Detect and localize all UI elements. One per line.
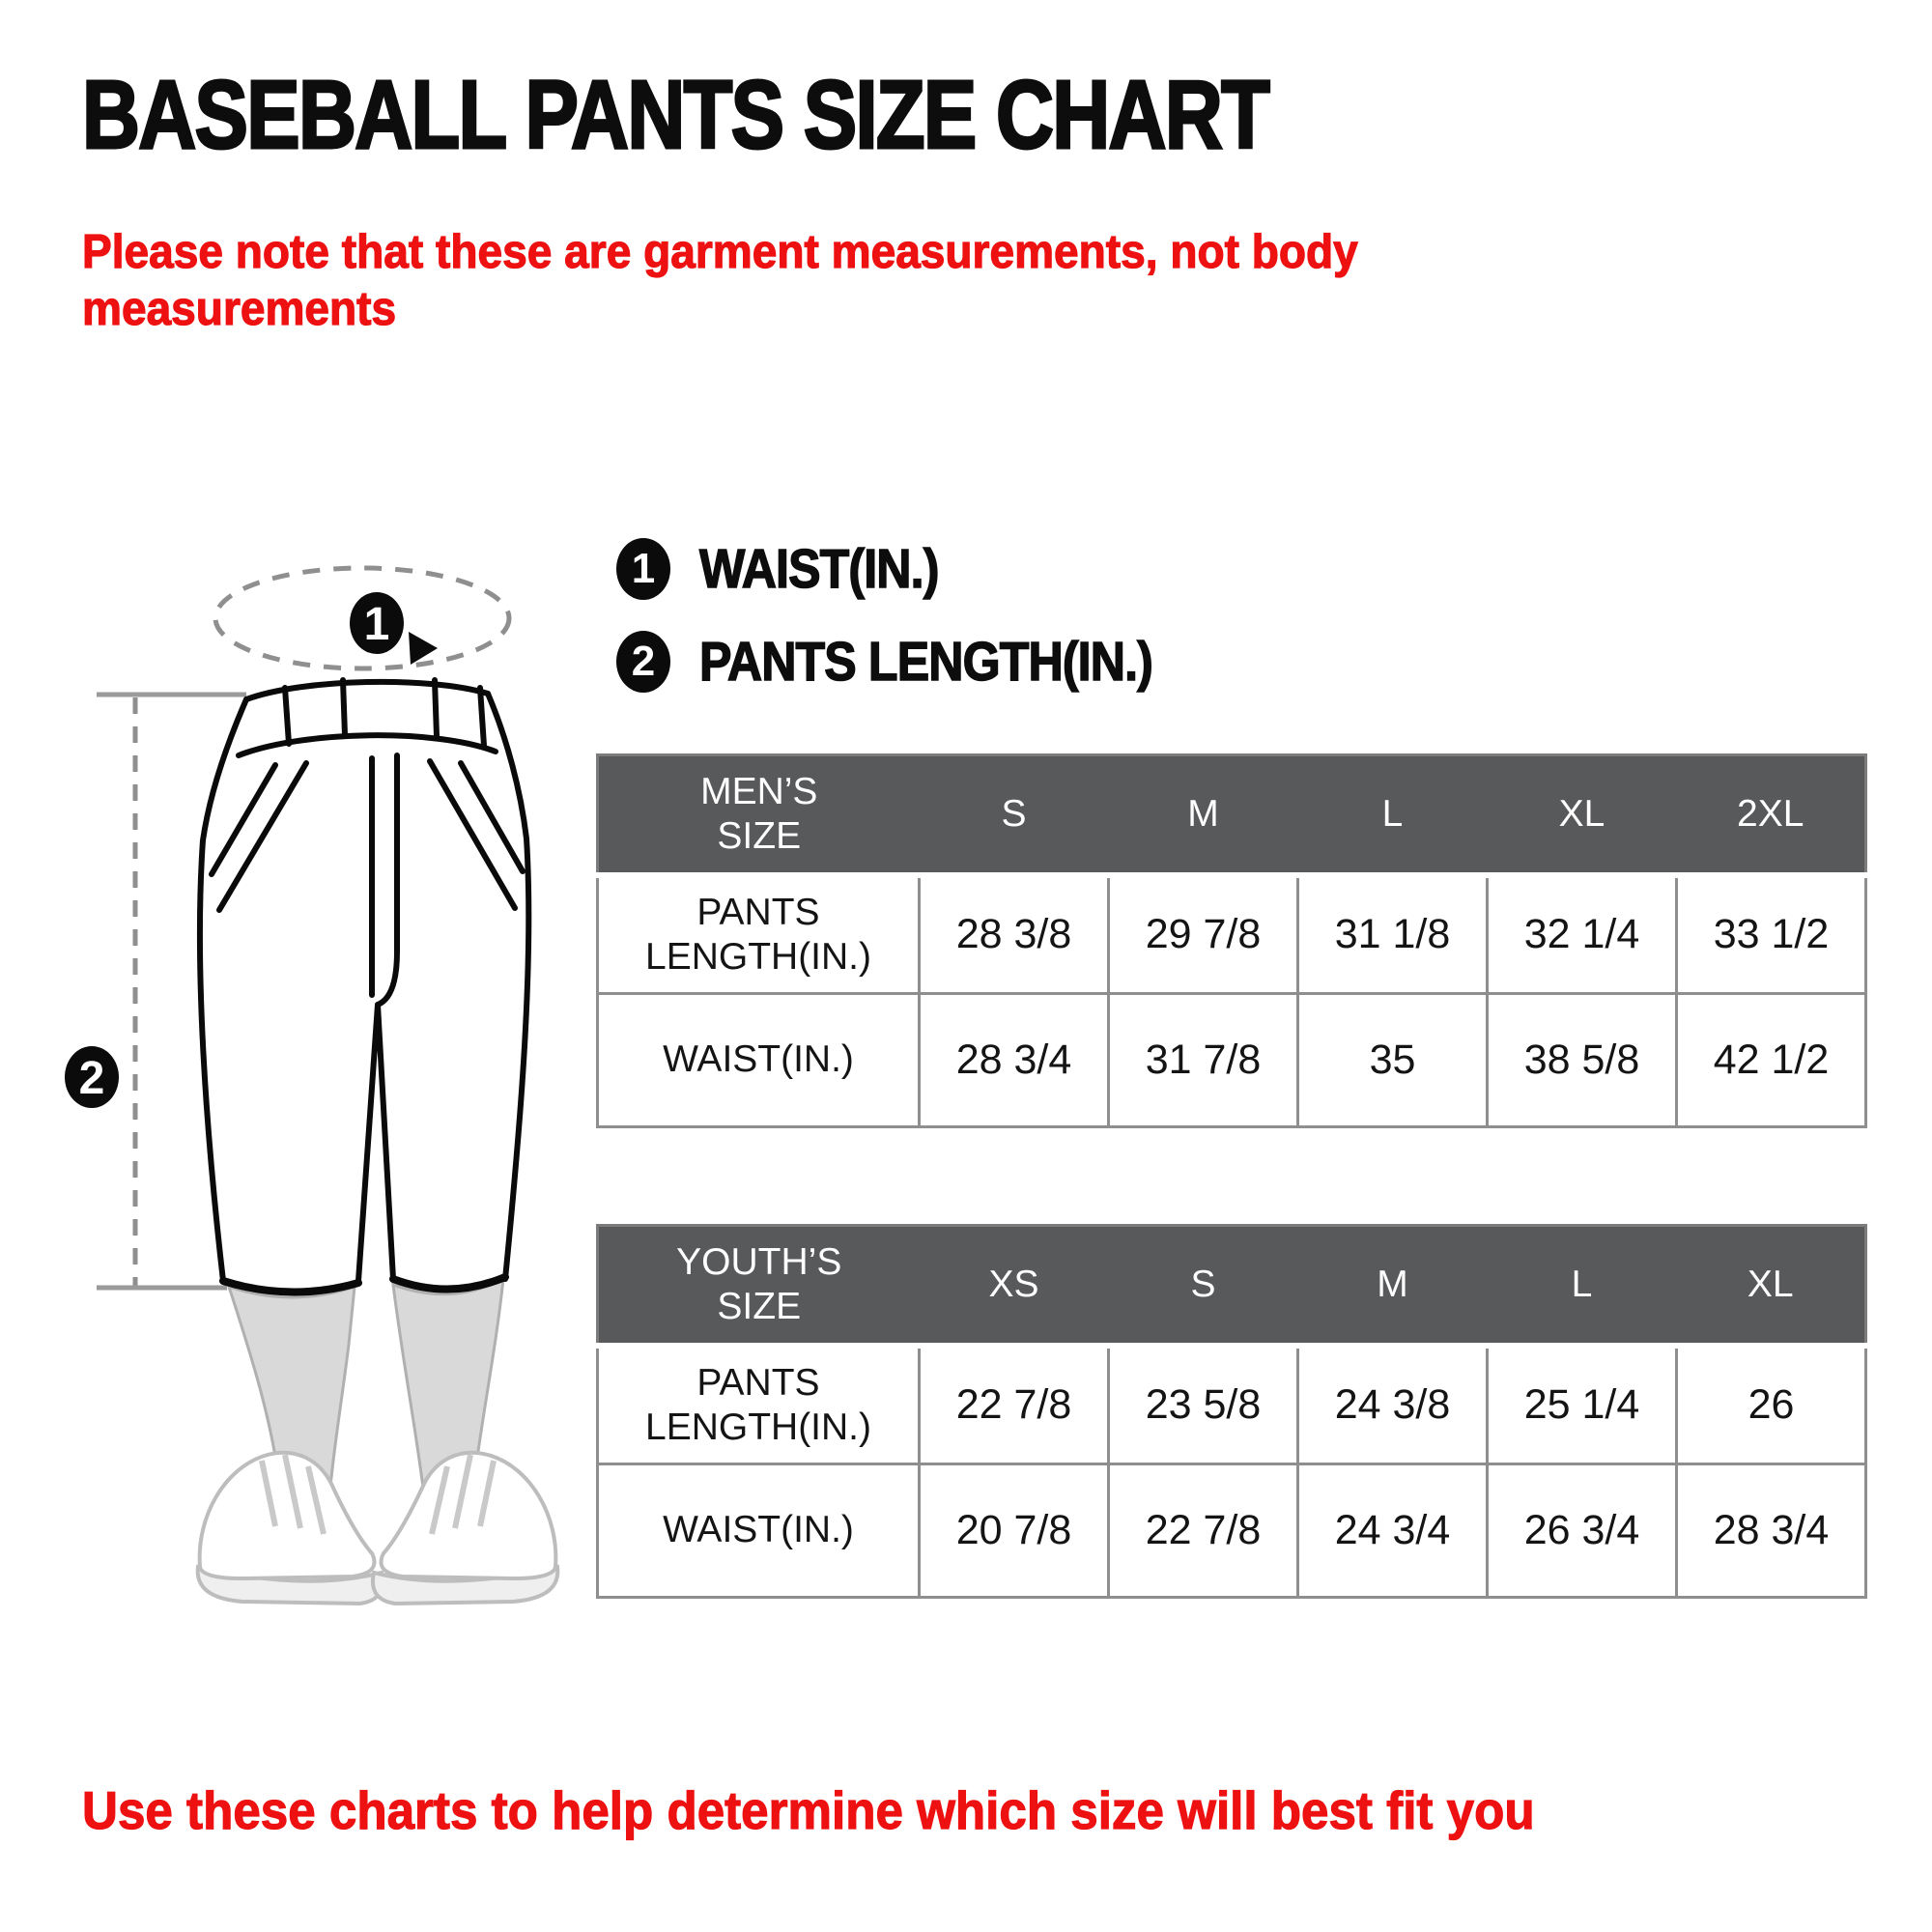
mens-size-table: MEN’S SIZE S M L XL 2XL PANTS LENGTH(IN.… xyxy=(596,753,1867,1128)
cell-value: 24 3/8 xyxy=(1296,1346,1489,1465)
svg-text:1: 1 xyxy=(364,599,390,650)
youths-size-m: M xyxy=(1297,1225,1488,1349)
cell-value: 38 5/8 xyxy=(1486,991,1678,1128)
page-title: BASEBALL PANTS SIZE CHART xyxy=(81,60,1271,171)
cell-value: 22 7/8 xyxy=(1107,1462,1299,1599)
garment-note-line2: measurements xyxy=(81,282,397,335)
youths-size-s: S xyxy=(1108,1225,1298,1349)
cell-value: 26 xyxy=(1675,1346,1867,1465)
mens-pants-length-row: PANTS LENGTH(IN.) 28 3/8 29 7/8 31 1/8 3… xyxy=(596,875,1867,995)
pants-diagram: 1 2 xyxy=(65,565,560,1606)
waist-marker-badge: 1 xyxy=(350,592,404,654)
mens-header-row: MEN’S SIZE S M L XL 2XL xyxy=(597,754,1866,878)
cell-value: 25 1/4 xyxy=(1486,1346,1678,1465)
youths-pants-length-row: PANTS LENGTH(IN.) 22 7/8 23 5/8 24 3/8 2… xyxy=(596,1346,1867,1465)
cell-value: 28 3/8 xyxy=(918,875,1110,995)
waist-arrow-icon xyxy=(409,632,438,665)
pants-outline xyxy=(196,677,532,1296)
cell-value: 23 5/8 xyxy=(1107,1346,1299,1465)
youths-waist-row: WAIST(IN.) 20 7/8 22 7/8 24 3/4 26 3/4 2… xyxy=(596,1462,1867,1599)
cell-value: 28 3/4 xyxy=(918,991,1110,1128)
youths-header-row: YOUTH’S SIZE XS S M L XL xyxy=(597,1225,1866,1349)
cell-value: 22 7/8 xyxy=(918,1346,1110,1465)
mens-size-s: S xyxy=(919,754,1109,878)
row-label: WAIST(IN.) xyxy=(596,991,921,1128)
mens-waist-row: WAIST(IN.) 28 3/4 31 7/8 35 38 5/8 42 1/… xyxy=(596,991,1867,1128)
mens-corner-header: MEN’S SIZE xyxy=(597,754,920,878)
cell-value: 31 1/8 xyxy=(1296,875,1489,995)
cell-value: 35 xyxy=(1296,991,1489,1128)
legend-badge-1: 1 xyxy=(616,538,670,600)
youths-size-table: YOUTH’S SIZE XS S M L XL PANTS LENGTH(IN… xyxy=(596,1224,1867,1599)
mens-size-m: M xyxy=(1108,754,1298,878)
mens-size-l: L xyxy=(1297,754,1488,878)
length-measure-line xyxy=(97,692,246,1291)
youths-size-l: L xyxy=(1487,1225,1677,1349)
garment-note: Please note that these are garment measu… xyxy=(81,224,1358,338)
legend-item-length: 2 PANTS LENGTH(IN.) xyxy=(616,630,1214,694)
cell-value: 42 1/2 xyxy=(1675,991,1867,1128)
cell-value: 32 1/4 xyxy=(1486,875,1678,995)
mens-size-xl: XL xyxy=(1487,754,1677,878)
youths-size-xl: XL xyxy=(1676,1225,1866,1349)
row-label: PANTS LENGTH(IN.) xyxy=(596,1346,921,1465)
length-marker-badge: 2 xyxy=(65,1046,119,1108)
row-label: PANTS LENGTH(IN.) xyxy=(596,875,921,995)
cell-value: 31 7/8 xyxy=(1107,991,1299,1128)
svg-text:2: 2 xyxy=(79,1053,105,1104)
legend-label-waist: WAIST(IN.) xyxy=(698,537,940,601)
cell-value: 20 7/8 xyxy=(918,1462,1110,1599)
measurement-legend: 1 WAIST(IN.) 2 PANTS LENGTH(IN.) xyxy=(616,537,1214,694)
legend-item-waist: 1 WAIST(IN.) xyxy=(616,537,1214,601)
socks xyxy=(226,1276,505,1507)
cell-value: 26 3/4 xyxy=(1486,1462,1678,1599)
shoes xyxy=(195,1450,560,1606)
cell-value: 29 7/8 xyxy=(1107,875,1299,995)
row-label: WAIST(IN.) xyxy=(596,1462,921,1599)
cell-value: 33 1/2 xyxy=(1675,875,1867,995)
youths-corner-header: YOUTH’S SIZE xyxy=(597,1225,920,1349)
legend-badge-2: 2 xyxy=(616,631,670,693)
youths-size-xs: XS xyxy=(919,1225,1109,1349)
usage-note: Use these charts to help determine which… xyxy=(81,1779,1535,1840)
legend-label-length: PANTS LENGTH(IN.) xyxy=(698,630,1153,694)
waist-measure-ellipse xyxy=(213,565,512,671)
cell-value: 24 3/4 xyxy=(1296,1462,1489,1599)
mens-size-2xl: 2XL xyxy=(1676,754,1866,878)
garment-note-line1: Please note that these are garment measu… xyxy=(81,225,1358,278)
cell-value: 28 3/4 xyxy=(1675,1462,1867,1599)
